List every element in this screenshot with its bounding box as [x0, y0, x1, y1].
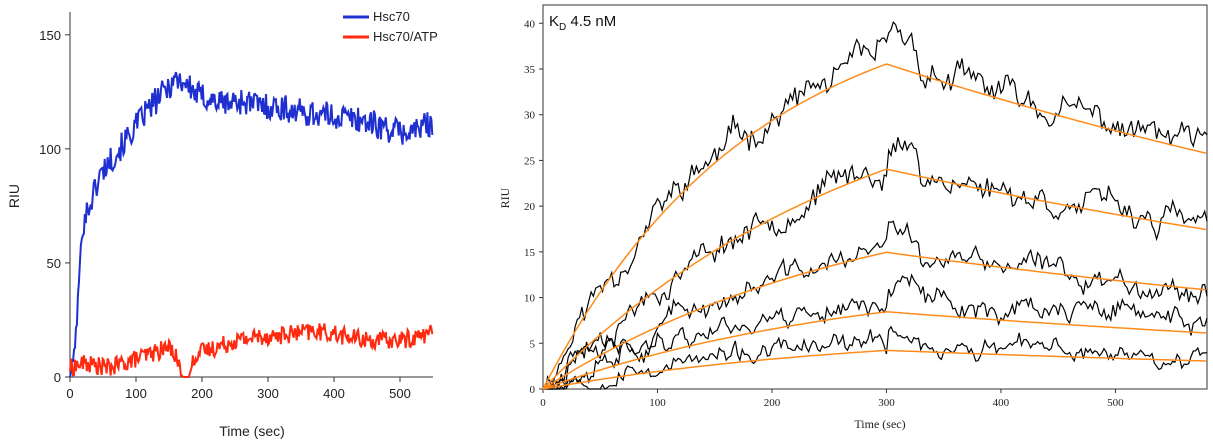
right-y-tick-label: 25 — [524, 155, 536, 167]
right-y-tick-label: 5 — [530, 338, 536, 350]
series-line-hsc70 — [69, 71, 434, 378]
left-x-tick-label: 200 — [191, 386, 213, 401]
right-plot-frame — [542, 4, 1208, 390]
right-y-tick-label: 15 — [524, 247, 536, 259]
fit-curve — [542, 168, 1207, 390]
left-x-axis-label: Time (sec) — [219, 423, 285, 439]
left-x-tick-label: 500 — [389, 386, 411, 401]
data-trace — [543, 325, 1208, 390]
fit-curve — [542, 251, 1206, 390]
right-fit-curves — [542, 63, 1207, 390]
right-data-traces — [542, 20, 1208, 391]
right-y-tick-label: 30 — [524, 110, 536, 122]
series-line-hsc70-atp — [69, 323, 434, 378]
right-x-tick-label: 500 — [1107, 397, 1124, 409]
left-y-tick-label: 0 — [54, 370, 61, 385]
right-ticks: 0 100 200 300 400 500 0 5 10 15 20 25 30 35 40 — [524, 18, 1124, 409]
right-y-tick-label: 20 — [524, 201, 536, 213]
legend-label-hsc70: Hsc70 — [373, 9, 410, 24]
data-trace — [543, 220, 1208, 390]
data-trace — [542, 273, 1208, 391]
right-y-tick-label: 10 — [524, 293, 536, 305]
left-x-tick-label: 400 — [323, 386, 345, 401]
data-trace — [543, 20, 1208, 390]
right-x-tick-label: 0 — [540, 397, 546, 409]
left-x-tick-label: 300 — [257, 386, 279, 401]
left-y-tick-label: 150 — [39, 28, 61, 43]
left-y-tick-label: 100 — [39, 142, 61, 157]
legend-label-hsc70-atp: Hsc70/ATP — [373, 29, 438, 44]
right-y-tick-label: 35 — [524, 64, 536, 76]
right-x-tick-label: 200 — [764, 397, 781, 409]
left-y-axis-label: RIU — [6, 184, 22, 208]
kd-annotation: KD 4.5 nM — [549, 13, 616, 33]
right-x-tick-label: 100 — [649, 397, 666, 409]
left-y-tick-label: 50 — [47, 256, 61, 271]
right-x-tick-label: 300 — [878, 397, 895, 409]
left-chart: 0 100 200 300 400 500 0 50 100 150 Time (sec) RIU… — [6, 9, 438, 439]
right-y-tick-label: 0 — [530, 384, 536, 396]
left-legend: Hsc70 Hsc70/ATP — [343, 9, 438, 44]
right-x-tick-label: 400 — [993, 397, 1010, 409]
right-chart: 0 100 200 300 400 500 0 5 10 15 20 25 30 35 40 Time (s… — [498, 4, 1208, 431]
left-x-tick-label: 0 — [66, 386, 73, 401]
left-x-tick-label: 100 — [125, 386, 147, 401]
left-series — [69, 71, 434, 378]
data-trace — [542, 137, 1208, 391]
right-x-axis-label: Time (sec) — [854, 417, 905, 431]
fit-curve — [542, 310, 1206, 390]
right-y-axis-label: RIU — [498, 187, 512, 208]
right-y-tick-label: 40 — [524, 18, 536, 30]
fit-curve — [542, 349, 1206, 390]
fit-curve — [542, 63, 1207, 390]
left-ticks: 0 100 200 300 400 500 0 50 100 150 — [39, 28, 411, 401]
